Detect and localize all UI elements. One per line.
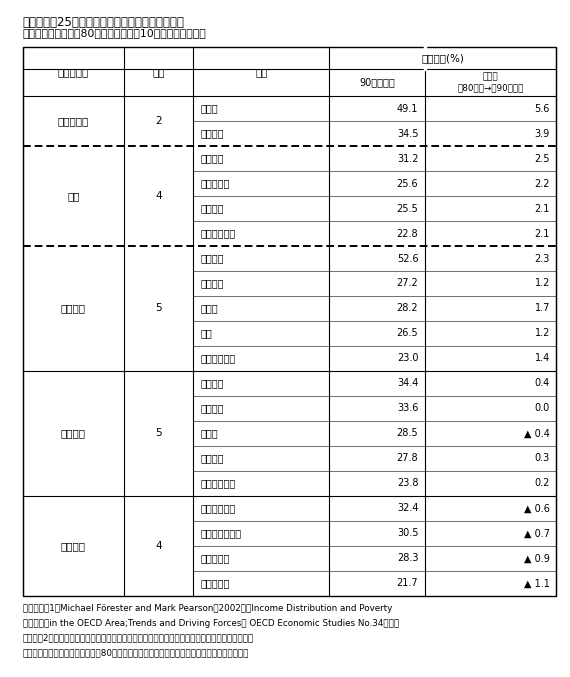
Text: 22.8: 22.8 (397, 229, 418, 238)
Text: 32.4: 32.4 (397, 503, 418, 513)
Text: 30.5: 30.5 (397, 528, 418, 538)
Text: in the OECD Area;Trends and Driving Forces」 OECD Economic Studies No.34より。: in the OECD Area;Trends and Driving Forc… (23, 619, 399, 628)
Text: 25.6: 25.6 (397, 179, 418, 189)
Text: 49.1: 49.1 (397, 104, 418, 114)
Text: フランス: フランス (200, 454, 223, 463)
Text: 2．ジニ係数は数値が大きいほど所得分布が不平等であることを示す。格差の動きの分類: 2．ジニ係数は数値が大きいほど所得分布が不平等であることを示す。格差の動きの分類 (23, 634, 254, 642)
Text: 大きく拡大: 大きく拡大 (58, 116, 89, 126)
Text: 日本: 日本 (200, 328, 212, 338)
Text: 21.7: 21.7 (397, 578, 418, 588)
Text: は、変化幅ではなく、80年代半ばのジニ係数に対する変化の比率に基づいている。: は、変化幅ではなく、80年代半ばのジニ係数に対する変化の比率に基づいている。 (23, 649, 249, 657)
Text: ▲ 0.7: ▲ 0.7 (524, 528, 550, 538)
Text: 90年代半ば: 90年代半ば (359, 77, 395, 87)
Text: 2.1: 2.1 (535, 229, 550, 238)
Text: 26.5: 26.5 (397, 328, 418, 338)
Text: 1.7: 1.7 (535, 303, 550, 313)
Text: 5: 5 (156, 303, 162, 313)
Text: トルコ: トルコ (200, 104, 218, 114)
Text: 2.3: 2.3 (535, 253, 550, 263)
Text: 34.5: 34.5 (397, 129, 418, 139)
Text: スウェーデン: スウェーデン (200, 353, 235, 364)
Text: 2.2: 2.2 (535, 179, 550, 189)
Text: 少し低下: 少し低下 (61, 541, 86, 551)
Text: 拡大: 拡大 (67, 191, 80, 201)
Text: 変化幅
（80年代→）90年代）: 変化幅 （80年代→）90年代） (457, 73, 524, 92)
Text: オランダ: オランダ (200, 204, 223, 213)
Text: オーストラリア: オーストラリア (200, 528, 241, 538)
Text: アイルランド: アイルランド (200, 503, 235, 513)
Text: 28.2: 28.2 (397, 303, 418, 313)
Text: カナダ: カナダ (200, 429, 218, 439)
Text: 2.1: 2.1 (535, 204, 550, 213)
Text: 31.2: 31.2 (397, 154, 418, 164)
Text: 0.2: 0.2 (535, 479, 550, 488)
Text: 格差の動き: 格差の動き (58, 67, 89, 77)
Text: オーストリア: オーストリア (200, 479, 235, 488)
Text: アメリカ: アメリカ (200, 378, 223, 389)
Text: 27.2: 27.2 (397, 278, 418, 288)
Text: 4: 4 (156, 191, 162, 201)
Text: 少し拡大: 少し拡大 (61, 303, 86, 313)
Text: 5.6: 5.6 (535, 104, 550, 114)
Text: ドイツ: ドイツ (200, 303, 218, 313)
Text: 3.9: 3.9 (535, 129, 550, 139)
Text: 2.5: 2.5 (535, 154, 550, 164)
Text: ▲ 0.4: ▲ 0.4 (524, 429, 550, 439)
Text: ▲ 1.1: ▲ 1.1 (524, 578, 550, 588)
Text: 4: 4 (156, 541, 162, 551)
Text: 国数: 国数 (152, 67, 165, 77)
Text: 27.8: 27.8 (397, 454, 418, 463)
Text: 28.5: 28.5 (397, 429, 418, 439)
Text: ジニ係数(%): ジニ係数(%) (421, 53, 464, 63)
Text: 23.0: 23.0 (397, 353, 418, 364)
Text: 国名: 国名 (255, 67, 267, 77)
Text: ハンガリー: ハンガリー (200, 553, 230, 563)
Text: 約半数の国ょ80年代半ばからの10年間に格差は拡大: 約半数の国ょ80年代半ばからの10年間に格差は拡大 (23, 28, 206, 39)
Text: 2: 2 (156, 116, 162, 126)
Text: 第３－２－25表　先進国における所得格差の動き: 第３－２－25表 先進国における所得格差の動き (23, 16, 185, 28)
Text: イタリア: イタリア (200, 129, 223, 139)
Text: （備考）　1．Michael Förester and Mark Pearson（2002）「Income Distribution and Poverty: （備考） 1．Michael Förester and Mark Pearson… (23, 604, 392, 613)
Text: フィンランド: フィンランド (200, 229, 235, 238)
Text: 0.0: 0.0 (535, 403, 550, 414)
Text: 1.2: 1.2 (535, 328, 550, 338)
Text: 33.6: 33.6 (397, 403, 418, 414)
Text: 34.4: 34.4 (397, 378, 418, 389)
Text: 23.8: 23.8 (397, 479, 418, 488)
Text: 28.3: 28.3 (397, 553, 418, 563)
Text: イギリス: イギリス (200, 154, 223, 164)
Text: ▲ 0.6: ▲ 0.6 (524, 503, 550, 513)
Text: 0.3: 0.3 (535, 454, 550, 463)
Text: ノルウェー: ノルウェー (200, 179, 230, 189)
Text: 5: 5 (156, 429, 162, 439)
Text: 1.2: 1.2 (535, 278, 550, 288)
Text: 25.5: 25.5 (397, 204, 418, 213)
Text: ギリシャ: ギリシャ (200, 403, 223, 414)
Text: 52.6: 52.6 (397, 253, 418, 263)
Text: 1.4: 1.4 (535, 353, 550, 364)
Text: 0.4: 0.4 (535, 378, 550, 389)
Text: ベルギー: ベルギー (200, 278, 223, 288)
Text: 変化なし: 変化なし (61, 429, 86, 439)
Text: メキシコ: メキシコ (200, 253, 223, 263)
Text: デンマーク: デンマーク (200, 578, 230, 588)
Text: ▲ 0.9: ▲ 0.9 (524, 553, 550, 563)
